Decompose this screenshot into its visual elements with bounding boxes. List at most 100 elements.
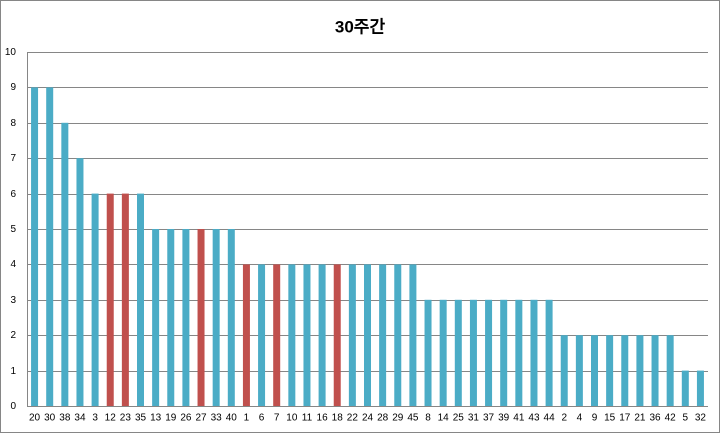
bar: [651, 335, 659, 406]
x-tick-label: 19: [165, 413, 177, 424]
bar: [681, 370, 689, 406]
x-tick-label: 13: [150, 413, 162, 424]
chart-title: 30주간: [335, 17, 386, 36]
x-tick-label: 21: [634, 413, 646, 424]
x-tick-label: 34: [74, 413, 86, 424]
x-tick-label: 20: [29, 413, 41, 424]
y-tick-label: 7: [10, 153, 16, 164]
x-tick-label: 32: [695, 413, 707, 424]
x-tick-label: 8: [425, 413, 431, 424]
bar: [575, 335, 583, 406]
x-tick-label: 31: [468, 413, 480, 424]
bar: [106, 193, 114, 406]
x-tick-label: 43: [528, 413, 540, 424]
bar: [696, 370, 704, 406]
bar: [424, 299, 432, 406]
bar: [303, 264, 311, 406]
x-tick-label: 42: [665, 413, 677, 424]
x-tick-label: 44: [544, 413, 556, 424]
x-tick-label: 26: [180, 413, 192, 424]
x-tick-label: 35: [135, 413, 147, 424]
x-tick-label: 25: [453, 413, 465, 424]
x-tick-label: 1: [244, 413, 250, 424]
x-tick-label: 15: [604, 413, 616, 424]
y-tick-label: 1: [10, 366, 16, 377]
bar: [288, 264, 296, 406]
y-tick-label: 10: [5, 47, 17, 58]
x-tick-label: 29: [392, 413, 404, 424]
bar: [182, 229, 190, 406]
bar: [485, 299, 493, 406]
x-tick-label: 18: [332, 413, 344, 424]
bar: [530, 299, 538, 406]
x-tick-label: 17: [619, 413, 631, 424]
bar: [318, 264, 326, 406]
bar: [197, 229, 205, 406]
bar: [91, 193, 99, 406]
bar: [409, 264, 417, 406]
x-tick-label: 10: [286, 413, 298, 424]
bar: [31, 87, 39, 407]
bar: [61, 122, 69, 407]
bar: [46, 87, 54, 407]
x-tick-label: 12: [105, 413, 117, 424]
x-tick-label: 30: [44, 413, 56, 424]
x-tick-label: 4: [577, 413, 583, 424]
x-tick-label: 39: [498, 413, 510, 424]
bar: [439, 299, 447, 406]
y-tick-label: 0: [10, 401, 16, 412]
bar: [454, 299, 462, 406]
bar: [242, 264, 250, 406]
y-tick-label: 9: [10, 82, 16, 93]
bar: [273, 264, 281, 406]
x-tick-label: 2: [561, 413, 567, 424]
x-tick-label: 33: [211, 413, 223, 424]
bar: [121, 193, 129, 406]
bar: [333, 264, 341, 406]
y-tick-label: 3: [10, 295, 16, 306]
bar: [621, 335, 629, 406]
bar: [606, 335, 614, 406]
bar: [560, 335, 568, 406]
x-tick-label: 38: [59, 413, 71, 424]
x-tick-label: 5: [683, 413, 689, 424]
bar: [469, 299, 477, 406]
x-tick-label: 37: [483, 413, 495, 424]
y-tick-label: 8: [10, 118, 16, 129]
bar: [636, 335, 644, 406]
y-tick-label: 2: [10, 330, 16, 341]
x-tick-label: 24: [362, 413, 374, 424]
x-tick-label: 22: [347, 413, 359, 424]
x-tick-label: 14: [438, 413, 450, 424]
x-tick-label: 28: [377, 413, 389, 424]
bar: [348, 264, 356, 406]
x-tick-label: 45: [407, 413, 419, 424]
bar: [379, 264, 387, 406]
x-tick-label: 9: [592, 413, 598, 424]
bar: [591, 335, 598, 406]
x-tick-label: 16: [317, 413, 329, 424]
bar: [167, 229, 175, 406]
bar: [152, 229, 160, 406]
x-tick-label: 40: [226, 413, 238, 424]
x-tick-label: 41: [513, 413, 525, 424]
bar: [666, 335, 674, 406]
x-tick-label: 23: [120, 413, 132, 424]
x-tick-label: 6: [259, 413, 265, 424]
bar: [515, 299, 523, 406]
bar: [137, 193, 144, 406]
bar: [258, 264, 266, 406]
x-tick-label: 27: [195, 413, 207, 424]
x-tick-label: 36: [649, 413, 661, 424]
x-tick-label: 3: [92, 413, 98, 424]
y-tick-label: 4: [10, 259, 16, 270]
bar: [545, 299, 553, 406]
x-tick-label: 11: [302, 413, 313, 424]
x-tick-label: 7: [274, 413, 280, 424]
bar: [76, 158, 84, 406]
bar: [394, 264, 402, 406]
bar: [227, 229, 235, 406]
bar: [212, 229, 220, 406]
